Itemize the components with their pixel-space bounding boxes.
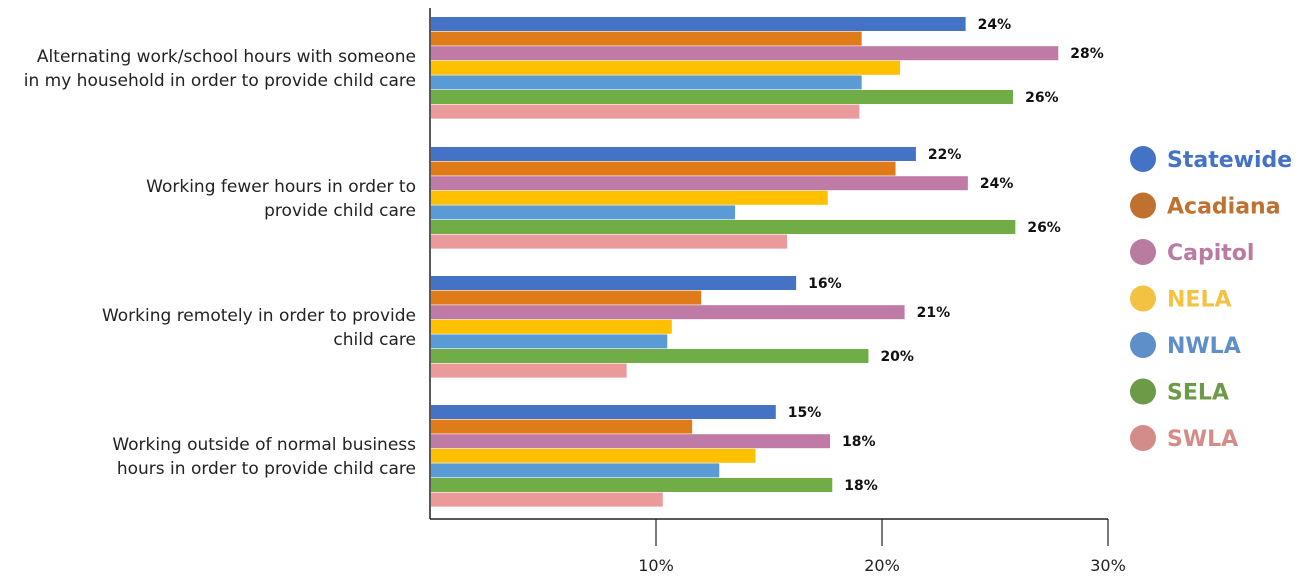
- bar-sela-2: [431, 349, 869, 363]
- bar-nwla-1: [431, 205, 736, 220]
- bar-sela-1: [431, 220, 1016, 234]
- category-label-3-line-0: Working outside of normal business: [112, 435, 416, 455]
- legend-label-statewide: Statewide: [1167, 148, 1292, 173]
- x-tick-label-20: 20%: [864, 556, 900, 575]
- bar-capitol-0: [431, 46, 1059, 61]
- data-label-sela-1: 26%: [1027, 220, 1061, 236]
- bar-nela-0: [431, 60, 901, 75]
- legend-marker-statewide: [1130, 146, 1156, 172]
- bar-nela-2: [431, 319, 672, 334]
- bar-capitol-3: [431, 434, 831, 449]
- bar-statewide-2: [431, 276, 797, 290]
- category-label-0-line-0: Alternating work/school hours with someo…: [37, 47, 416, 67]
- legend-label-nela: NELA: [1167, 288, 1232, 313]
- data-label-statewide-1: 22%: [928, 147, 962, 163]
- bar-swla-0: [431, 104, 860, 119]
- bar-acadiana-1: [431, 161, 896, 176]
- data-label-capitol-2: 21%: [917, 305, 951, 321]
- bar-swla-1: [431, 234, 788, 249]
- bar-statewide-0: [431, 17, 966, 31]
- bar-swla-3: [431, 492, 663, 507]
- bar-statewide-1: [431, 147, 916, 161]
- legend-marker-capitol: [1130, 239, 1156, 265]
- legend-marker-nwla: [1130, 332, 1156, 358]
- bar-nwla-3: [431, 463, 720, 478]
- data-label-sela-2: 20%: [880, 349, 914, 365]
- x-tick-label-10: 10%: [638, 556, 674, 575]
- data-label-sela-3: 18%: [844, 478, 878, 494]
- data-label-statewide-2: 16%: [808, 276, 842, 292]
- category-label-0-line-1: in my household in order to provide chil…: [24, 71, 416, 91]
- category-label-2-line-1: child care: [333, 330, 416, 350]
- bar-statewide-3: [431, 405, 776, 419]
- bar-sela-3: [431, 478, 833, 492]
- legend-marker-nela: [1130, 285, 1156, 312]
- data-label-sela-0: 26%: [1025, 90, 1059, 106]
- data-label-capitol-0: 28%: [1070, 46, 1104, 62]
- bar-nwla-0: [431, 75, 862, 90]
- bar-acadiana-0: [431, 31, 862, 46]
- data-label-capitol-1: 24%: [980, 176, 1014, 192]
- legend-marker-acadiana: [1130, 192, 1156, 219]
- legend: Statewide Acadiana Capitol NELA NWLA SELA SWLA: [1130, 146, 1292, 452]
- bar-capitol-1: [431, 176, 968, 191]
- bar-nwla-2: [431, 334, 668, 349]
- bar-acadiana-2: [431, 290, 702, 305]
- bar-nela-3: [431, 448, 756, 463]
- bar-sela-0: [431, 90, 1014, 104]
- legend-marker-swla: [1130, 425, 1156, 451]
- category-label-2-line-0: Working remotely in order to provide: [102, 306, 416, 326]
- legend-label-nwla: NWLA: [1167, 334, 1241, 359]
- bar-swla-2: [431, 363, 627, 378]
- bar-acadiana-3: [431, 419, 693, 434]
- bar-nela-1: [431, 190, 828, 205]
- data-label-statewide-3: 15%: [788, 405, 822, 421]
- axes-layer: 10% 20% 30%: [429, 8, 1126, 575]
- legend-label-capitol: Capitol: [1167, 241, 1254, 266]
- category-label-3-line-1: hours in order to provide child care: [117, 459, 416, 479]
- legend-label-sela: SELA: [1167, 381, 1229, 406]
- data-label-capitol-3: 18%: [842, 434, 876, 450]
- x-tick-label-30: 30%: [1090, 556, 1126, 575]
- bar-capitol-2: [431, 305, 905, 320]
- legend-marker-sela: [1130, 378, 1156, 405]
- data-labels-layer: 24% 28% 26% 22% 24% 26% 16% 21% 20% 15% 18% 18%: [788, 17, 1104, 494]
- bars-layer: [431, 17, 1059, 507]
- category-labels-layer: Alternating work/school hours with someo…: [24, 47, 416, 479]
- data-label-statewide-0: 24%: [978, 17, 1012, 33]
- legend-label-acadiana: Acadiana: [1167, 195, 1281, 220]
- category-label-1-line-1: provide child care: [264, 201, 416, 221]
- legend-label-swla: SWLA: [1167, 427, 1238, 452]
- category-label-1-line-0: Working fewer hours in order to: [146, 177, 416, 197]
